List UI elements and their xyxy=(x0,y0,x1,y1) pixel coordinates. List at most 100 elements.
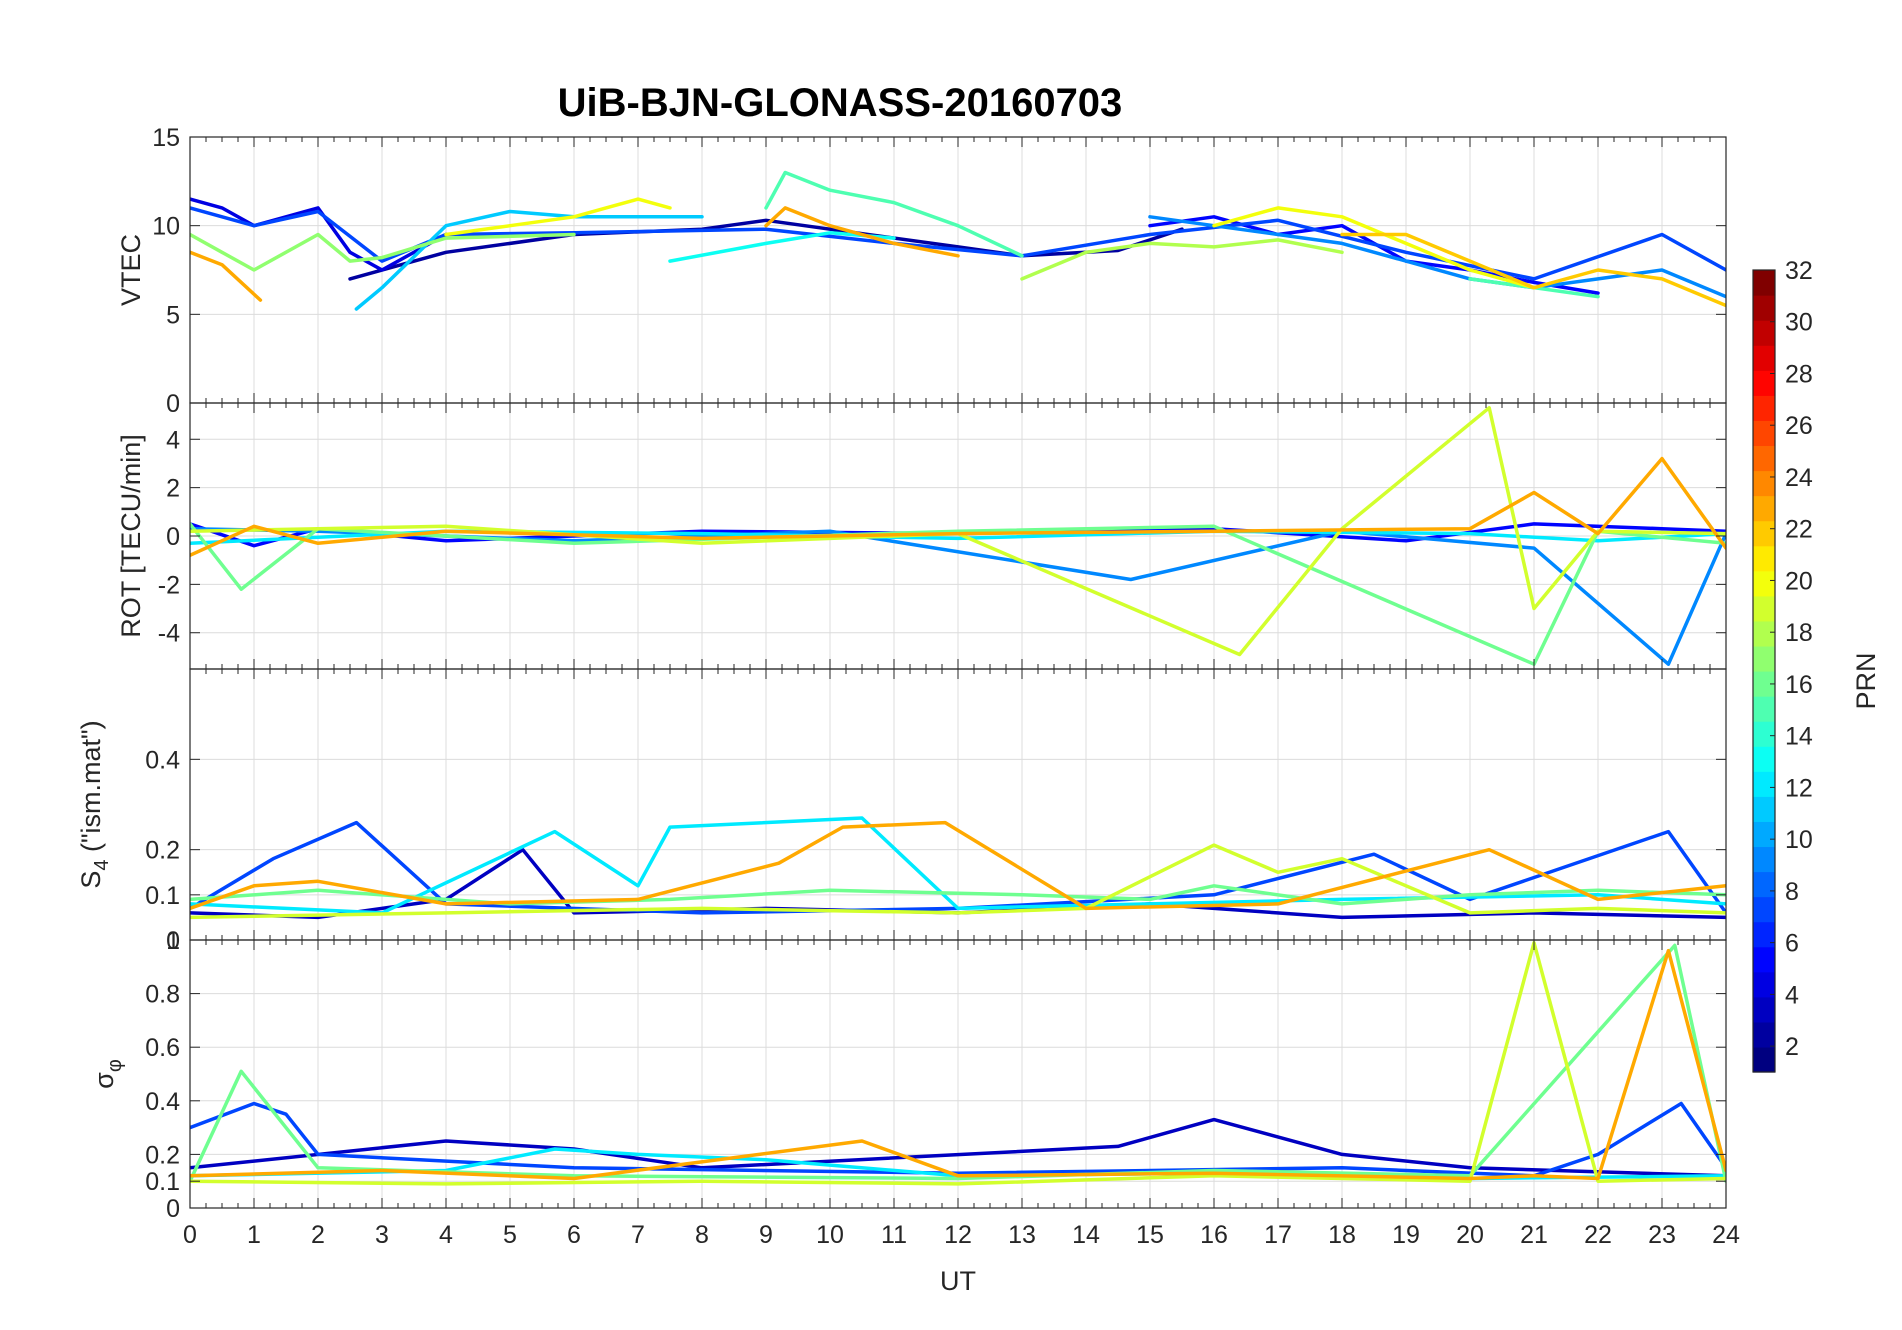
y-axis-label-sub: 4 xyxy=(91,860,113,871)
colorbar-segment xyxy=(1753,295,1775,321)
y-tick-label-sigma: 0.4 xyxy=(145,1088,180,1116)
colorbar-segment xyxy=(1753,821,1775,848)
series-line-prn-22 xyxy=(1340,232,1726,308)
series-group-vtec xyxy=(190,170,1726,311)
colorbar-segment xyxy=(1753,270,1775,296)
x-tick-label: 10 xyxy=(816,1221,844,1249)
colorbar-segment xyxy=(1753,746,1775,772)
colorbar-tick-label: 32 xyxy=(1785,257,1813,285)
colorbar-tick-label: 16 xyxy=(1785,671,1813,699)
y-axis-label-rest: ("ism.mat") xyxy=(76,720,106,859)
x-tick-label: 15 xyxy=(1136,1221,1164,1249)
series-line-prn-13 xyxy=(668,231,896,263)
series-line-prn-4 xyxy=(190,197,448,272)
x-tick-label: 13 xyxy=(1008,1221,1036,1249)
colorbar-tick-label: 20 xyxy=(1785,567,1813,595)
colorbar-segment xyxy=(1753,896,1775,923)
y-tick-label-sigma: 1 xyxy=(166,927,180,955)
x-tick-label: 1 xyxy=(247,1221,261,1249)
series-line-prn-11 xyxy=(354,209,704,311)
y-tick-label-rot: 4 xyxy=(166,426,180,454)
colorbar-segment xyxy=(1753,420,1775,447)
colorbar-tick-label: 28 xyxy=(1785,360,1813,388)
series-line-prn-23 xyxy=(764,206,960,258)
series-line-prn-23 xyxy=(190,250,263,302)
colorbar-segment xyxy=(1753,545,1775,572)
x-tick-label: 17 xyxy=(1264,1221,1292,1249)
colorbar-tick-label: 12 xyxy=(1785,774,1813,802)
colorbar-segment xyxy=(1753,445,1775,472)
colorbar-tick-label: 24 xyxy=(1785,464,1813,492)
colorbar-segment xyxy=(1753,921,1775,948)
colorbar-segment xyxy=(1753,846,1775,873)
colorbar-segment xyxy=(1753,620,1775,647)
colorbar-segment xyxy=(1753,370,1775,396)
series-line-prn-23 xyxy=(190,456,1726,558)
colorbar-segment xyxy=(1753,470,1775,497)
x-tick-label: 19 xyxy=(1392,1221,1420,1249)
y-tick-label-rot: 0 xyxy=(166,523,180,551)
x-tick-label: 24 xyxy=(1712,1221,1740,1249)
y-tick-label-vtec: 10 xyxy=(152,213,180,241)
colorbar-segment xyxy=(1753,395,1775,421)
y-tick-label-sigma: 0.2 xyxy=(145,1141,180,1169)
y-axis-label-vtec: VTEC xyxy=(116,234,146,306)
series-line-prn-19 xyxy=(190,940,1726,1186)
colorbar-segment xyxy=(1753,595,1775,622)
x-tick-label: 23 xyxy=(1648,1221,1676,1249)
colorbar-segment xyxy=(1753,1046,1775,1073)
colorbar-tick-label: 22 xyxy=(1785,516,1813,544)
colorbar-tick-label: 26 xyxy=(1785,412,1813,440)
x-tick-label: 4 xyxy=(439,1221,453,1249)
colorbar-tick-label: 6 xyxy=(1785,930,1799,958)
colorbar-segment xyxy=(1753,1021,1775,1048)
x-tick-marks-sigma xyxy=(189,940,1727,1208)
colorbar-segment xyxy=(1753,520,1775,547)
colorbar-segment xyxy=(1753,570,1775,597)
y-axis-label-sigma: σφ xyxy=(89,1059,126,1089)
x-tick-label: 5 xyxy=(503,1221,517,1249)
x-tick-label: 3 xyxy=(375,1221,389,1249)
x-tick-label: 20 xyxy=(1456,1221,1484,1249)
colorbar-tick-label: 10 xyxy=(1785,826,1813,854)
y-tick-label-rot: -4 xyxy=(158,620,180,648)
x-tick-label: 7 xyxy=(631,1221,645,1249)
series-line-prn-18 xyxy=(1020,238,1344,281)
colorbar-tick-label: 2 xyxy=(1785,1033,1799,1061)
x-tick-label: 14 xyxy=(1072,1221,1100,1249)
colorbar-label: PRN xyxy=(1851,652,1881,709)
series-line-prn-2 xyxy=(348,218,1184,281)
y-axis-label-main: σ xyxy=(89,1072,119,1089)
colorbar-tick-label: 8 xyxy=(1785,878,1799,906)
x-tick-label: 8 xyxy=(695,1221,709,1249)
y-axis-label-main: S xyxy=(76,871,106,889)
y-tick-label-vtec: 15 xyxy=(152,124,180,152)
y-axis-label-sub: φ xyxy=(104,1059,126,1072)
y-tick-label-sigma: 0.6 xyxy=(145,1034,180,1062)
series-line-prn-16 xyxy=(190,522,1726,666)
x-tick-label: 6 xyxy=(567,1221,581,1249)
series-line-prn-23 xyxy=(190,820,1726,911)
series-line-prn-20 xyxy=(444,197,672,237)
colorbar-segment xyxy=(1753,671,1775,697)
colorbar-segment xyxy=(1753,971,1775,998)
series-group-rot xyxy=(190,406,1726,666)
series-group-sigma xyxy=(190,940,1726,1186)
colorbar-segment xyxy=(1753,871,1775,898)
series-line-prn-16 xyxy=(190,943,1726,1183)
panel-rot: -4 -2 0 2 4 ROT [TECU/min] xyxy=(116,402,1727,670)
colorbar-segment xyxy=(1753,771,1775,797)
colorbar-tick-label: 4 xyxy=(1785,981,1799,1009)
x-tick-marks-vtec xyxy=(189,137,1727,403)
y-tick-label-sigma: 0.1 xyxy=(145,1168,180,1196)
series-line-prn-15 xyxy=(764,170,1024,258)
y-axis-label-s4: S4 ("ism.mat") xyxy=(76,720,113,888)
series-line-prn-23 xyxy=(190,948,1726,1181)
x-tick-label: 11 xyxy=(881,1221,907,1249)
x-tick-label: 2 xyxy=(311,1221,325,1249)
colorbar-segment xyxy=(1753,796,1775,822)
